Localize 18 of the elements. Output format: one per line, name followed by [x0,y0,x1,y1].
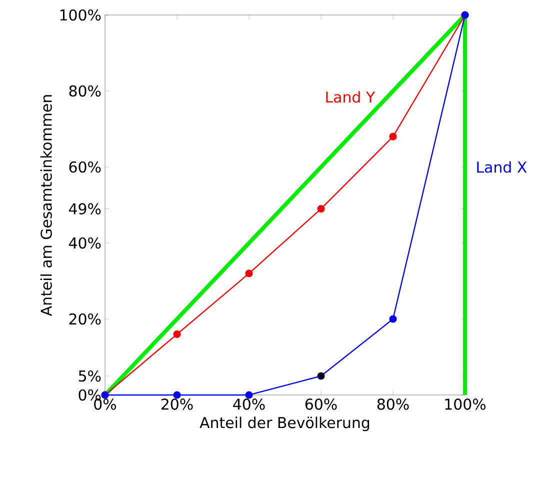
y-tick-label: 49% [68,203,101,214]
y-tick-label: 80% [69,85,101,97]
x-tick-label: 20% [161,398,193,410]
y-tick-label: 0% [78,389,101,401]
x-tick-label: 40% [233,398,265,410]
x-tick-label: 80% [377,398,409,410]
x-tick-label: 100% [445,398,486,410]
y-tick-label: 40% [68,237,101,249]
y-tick-label: 100% [60,9,101,21]
text: Land X [477,161,527,173]
x-tick-label: 60% [305,398,337,410]
y-axis-title: Anteil am Gesamteinkommen [40,95,52,316]
x-tick-label: 0% [94,398,116,410]
text: Land Y [326,91,376,103]
y-tick-label: 20% [69,313,101,325]
y-tick-label: 60% [69,161,101,173]
x-axis-title: Anteil der Bevölkerung [200,416,370,432]
y-tick-label: 5% [78,370,101,382]
